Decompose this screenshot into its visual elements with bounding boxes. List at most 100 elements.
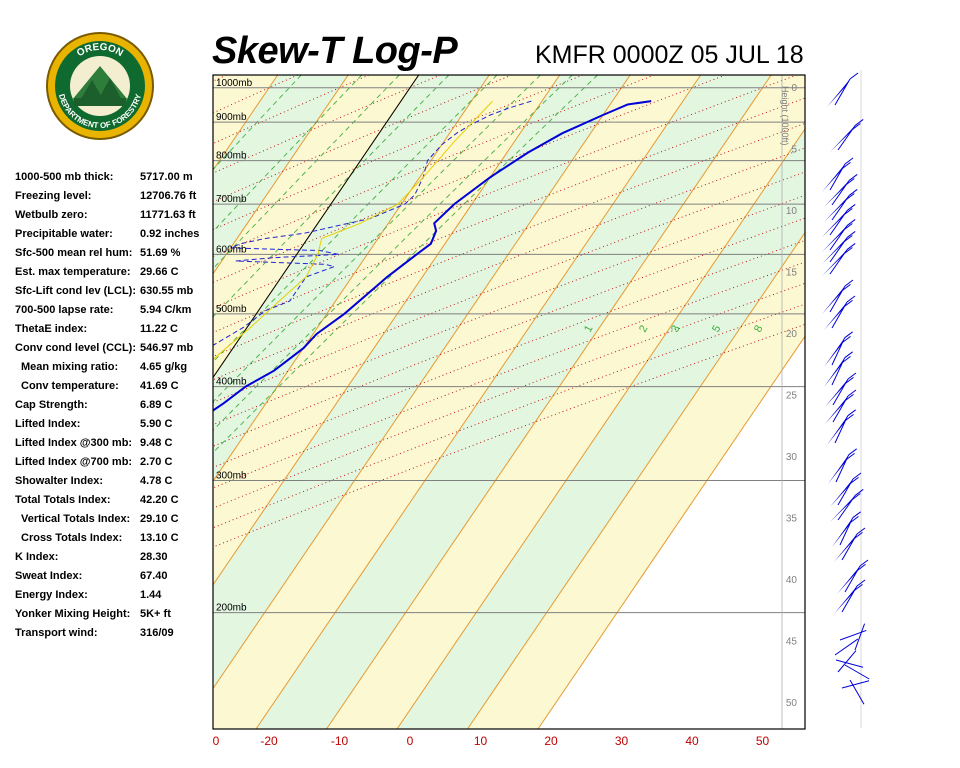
wind-barb-flag <box>822 249 848 276</box>
wind-barb-flag <box>832 517 853 547</box>
wind-barb-flag <box>830 479 853 507</box>
wind-barb-feather <box>847 389 857 397</box>
index-value: 6.89 C <box>140 399 173 411</box>
chart-title: Skew-T Log-P <box>212 30 458 72</box>
mixing-ratio-label: 8 <box>752 323 765 334</box>
temperature-tick-label: 0 <box>213 734 220 748</box>
index-value: 0.92 inches <box>140 228 200 240</box>
wind-barb-flag <box>830 125 856 152</box>
isotherm-line <box>396 128 805 729</box>
wind-barb-feather <box>846 178 855 185</box>
wind-barb-flag <box>822 210 848 237</box>
index-label: Vertical Totals Index: <box>21 513 131 525</box>
index-value: 42.20 C <box>140 494 179 506</box>
pressure-label: 1000mb <box>216 78 253 89</box>
isotherm-line <box>213 75 349 275</box>
height-tick-label: 10 <box>786 206 798 217</box>
wind-barb-feather <box>847 409 856 417</box>
wind-barb-feather <box>856 579 866 587</box>
index-value: 2.70 C <box>140 456 173 468</box>
isotherm-line <box>213 75 631 690</box>
wind-barb-feather <box>842 283 851 291</box>
index-label: 700-500 lapse rate: <box>15 304 114 316</box>
wind-barb-flag <box>825 379 848 407</box>
mixing-ratio-line <box>213 75 573 431</box>
index-value: 67.40 <box>140 570 168 582</box>
dewpoint-profile <box>213 100 532 346</box>
height-tick-label: 0 <box>791 83 797 94</box>
isotherm-line <box>0 75 66 729</box>
index-label: Energy Index: <box>15 589 88 601</box>
isotherm-line <box>213 75 561 586</box>
height-tick-label: 45 <box>786 637 798 648</box>
isotherm-band <box>326 75 805 729</box>
index-label: Total Totals Index: <box>15 494 111 506</box>
mixing-ratio-label: 5 <box>710 323 723 334</box>
index-value: 1.44 <box>140 589 162 601</box>
wind-barb-feather <box>844 208 853 215</box>
index-value: 4.65 g/kg <box>140 361 188 373</box>
wind-barb-flag <box>834 534 857 562</box>
wind-barb-feather <box>846 295 856 303</box>
index-label: Wetbulb zero: <box>15 209 88 221</box>
temperature-tick-label: 10 <box>474 734 488 748</box>
index-label: 1000-500 mb thick: <box>15 171 114 183</box>
wind-barb-feather <box>859 559 869 567</box>
wind-barb-feather <box>844 223 853 230</box>
temperature-tick-label: 50 <box>756 734 770 748</box>
index-value: 5K+ ft <box>140 608 171 620</box>
temperature-tick-label: 30 <box>615 734 629 748</box>
index-label: Lifted Index @700 mb: <box>15 456 133 468</box>
index-value: 316/09 <box>140 627 174 639</box>
height-tick-label: 25 <box>786 390 798 401</box>
wind-barb-staff <box>844 664 870 680</box>
index-label: Transport wind: <box>15 627 98 639</box>
pressure-label: 300mb <box>216 470 247 481</box>
isotherm-band <box>213 75 701 729</box>
isotherm-band <box>255 75 772 729</box>
temperature-tick-label: -10 <box>331 734 349 748</box>
wind-barb-staff <box>849 679 865 705</box>
wind-barb-feather <box>850 476 859 484</box>
wind-barb-flag <box>822 164 845 192</box>
temperature-tick-label: -20 <box>260 734 278 748</box>
index-value: 41.69 C <box>140 380 179 392</box>
index-label: Lifted Index: <box>15 418 81 430</box>
wind-barb-flag <box>834 586 857 614</box>
index-value: 5717.00 m <box>140 171 193 183</box>
wind-barb-staff <box>834 638 859 656</box>
wind-barb-feather <box>852 123 861 130</box>
index-label: Conv temperature: <box>21 380 119 392</box>
wind-barb-feather <box>852 511 861 519</box>
logo-top-text: OREGON <box>75 42 125 59</box>
index-label: Sfc-500 mean rel hum: <box>15 247 133 259</box>
wind-barb-feather <box>846 219 856 226</box>
oregon-department-of-forestry-logo: OREGON DEPARTMENT OF FORESTRY <box>44 30 156 142</box>
temperature-profile <box>213 100 652 412</box>
wind-barb-feather <box>845 376 854 384</box>
wind-barb-flag <box>824 302 847 330</box>
index-label: Freezing level: <box>15 190 92 202</box>
height-tick-label: 35 <box>786 514 798 525</box>
wind-barb-flag <box>822 237 848 264</box>
isotherm-band <box>0 75 66 729</box>
wind-barb-feather <box>846 231 856 238</box>
pressure-label: 400mb <box>216 377 247 388</box>
isotherm-band <box>0 75 207 729</box>
index-label: Lifted Index @300 mb: <box>15 437 133 449</box>
wind-barb-staff <box>841 680 870 689</box>
wind-barb-feather <box>849 72 859 80</box>
mixing-ratio-line <box>213 75 541 403</box>
wind-barb-feather <box>846 193 855 200</box>
wind-barb-staff <box>854 623 866 651</box>
index-value: 51.69 % <box>140 247 181 259</box>
temperature-tick-label: 0 <box>407 734 414 748</box>
index-value: 546.97 mb <box>140 342 194 354</box>
wind-barb-staff <box>829 237 848 263</box>
wind-barb-feather <box>844 235 853 242</box>
wind-barb-feather <box>848 174 858 181</box>
mixing-ratio-label: 1 <box>582 323 595 334</box>
index-label: Yonker Mixing Height: <box>15 608 131 620</box>
index-value: 5.94 C/km <box>140 304 192 316</box>
wind-barb-flag <box>827 415 848 445</box>
